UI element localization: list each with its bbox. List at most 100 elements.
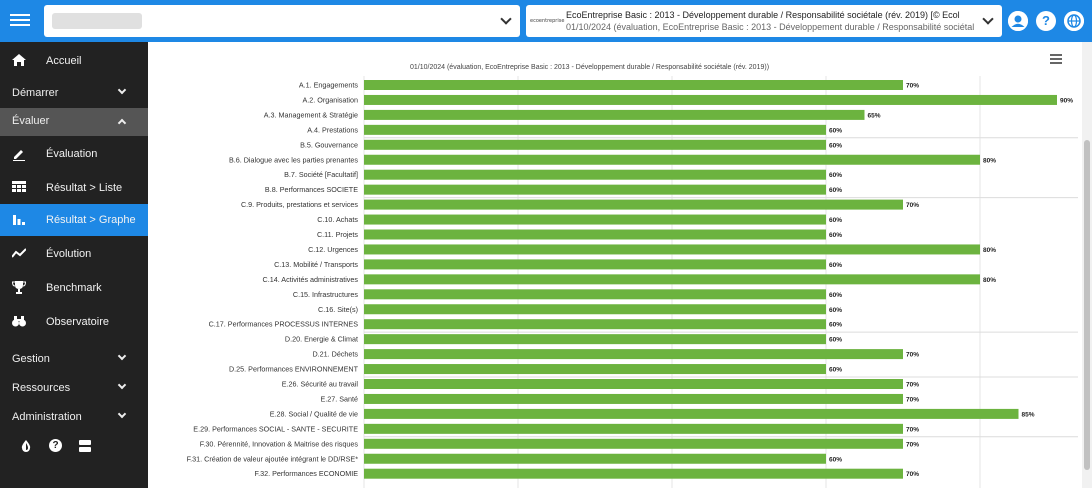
bar[interactable] [364,438,903,449]
sidebar-section-administration[interactable]: Administration [0,404,148,430]
bar[interactable] [364,379,903,389]
sidebar-item-label: Observatoire [46,316,109,328]
category-label: C.11. Projets [317,230,358,239]
evaluation-subtitle: 01/10/2024 (évaluation, EcoEntreprise Ba… [566,22,975,32]
bar[interactable] [364,393,903,404]
sidebar-item-label: Accueil [46,55,82,67]
category-label: F.32. Performances ECONOMIE [255,469,359,478]
sidebar-section-ressources[interactable]: Ressources [0,375,148,401]
bar[interactable] [364,423,903,434]
bar[interactable] [364,124,826,135]
value-label: 60% [829,307,842,314]
bar[interactable] [364,304,826,315]
category-label: B.8. Performances SOCIETE [265,185,358,194]
trophy-icon [11,281,27,295]
chevron-down-icon [117,85,127,95]
value-label: 60% [829,172,842,179]
bar[interactable] [364,364,826,375]
contrast-icon[interactable] [20,439,32,452]
bar[interactable] [364,349,903,360]
value-label: 90% [1060,97,1073,104]
bar[interactable] [364,154,980,165]
category-label: F.30. Pérennité, Innovation & Maitrise d… [200,439,359,448]
chart-menu-icon[interactable] [1050,54,1062,64]
value-label: 60% [829,232,842,239]
bar[interactable] [364,289,826,300]
bar[interactable] [364,408,1019,419]
category-label: B.6. Dialogue avec les parties prenantes [229,155,358,164]
value-label: 85% [1022,411,1035,418]
bar-chart-icon [12,213,26,227]
ecoentreprise-logo: ecoentreprise [530,18,565,24]
sidebar-item-benchmark[interactable]: Benchmark [0,272,148,304]
user-circle-icon[interactable] [1008,11,1028,31]
value-label: 60% [829,456,842,463]
value-label: 60% [829,127,842,134]
menu-icon[interactable] [10,11,30,31]
evaluation-title: EcoEntreprise Basic : 2013 - Développeme… [566,10,960,20]
sidebar-item-evolution[interactable]: Évolution [0,238,148,270]
bar[interactable] [364,319,826,330]
organization-select[interactable] [44,5,520,37]
chart-title: 01/10/2024 (évaluation, EcoEntreprise Ba… [410,64,770,71]
value-label: 70% [906,382,919,389]
sidebar-item-label: Benchmark [46,282,102,294]
chevron-down-icon[interactable] [982,13,994,25]
sidebar-section-label: Ressources [12,382,71,394]
bar[interactable] [364,109,865,120]
question-circle-icon[interactable]: ? [1036,11,1056,31]
category-label: D.25. Performances ENVIRONNEMENT [229,365,359,374]
sidebar-item-accueil[interactable]: Accueil [0,42,148,78]
sidebar-item-label: Résultat > Graphe [46,214,136,226]
value-label: 70% [906,352,919,359]
value-label: 80% [983,277,996,284]
value-label: 70% [906,202,919,209]
value-label: 80% [983,157,996,164]
value-label: 60% [829,367,842,374]
category-label: B.5. Gouvernance [300,140,358,149]
bar[interactable] [364,199,903,210]
bar[interactable] [364,139,826,150]
bar[interactable] [364,229,826,240]
chevron-down-icon [117,351,127,361]
bar[interactable] [364,468,903,479]
value-label: 80% [983,247,996,254]
category-label: D.21. Déchets [312,350,358,359]
bar[interactable] [364,274,980,285]
bar[interactable] [364,169,826,180]
sidebar-item-resultat-liste[interactable]: Résultat > Liste [0,172,148,204]
server-icon[interactable] [79,439,91,452]
scrollbar-thumb[interactable] [1084,140,1090,470]
category-label: E.26. Sécurité au travail [282,380,359,389]
category-label: C.12. Urgences [308,245,358,254]
value-label: 70% [906,83,919,90]
bar[interactable] [364,453,826,464]
sidebar-item-label: Résultat > Liste [46,182,123,194]
sidebar-section-evaluer[interactable]: Évaluer [0,108,148,136]
bar[interactable] [364,244,980,255]
sidebar-item-resultat-graphe[interactable]: Résultat > Graphe [0,204,148,236]
globe-icon[interactable] [1064,11,1084,31]
value-label: 70% [906,396,919,403]
bar[interactable] [364,94,1057,105]
sidebar-item-evaluation[interactable]: Évaluation [0,138,148,170]
help-icon[interactable]: ? [49,439,62,452]
category-label: D.20. Energie & Climat [285,335,358,344]
value-label: 60% [829,217,842,224]
chevron-down-icon[interactable] [500,13,512,25]
bar[interactable] [364,80,903,90]
bar[interactable] [364,214,826,225]
value-label: 60% [829,142,842,149]
bar[interactable] [364,184,826,195]
value-label: 70% [906,441,919,448]
sidebar-item-observatoire[interactable]: Observatoire [0,306,148,338]
sidebar-section-demarrer[interactable]: Démarrer [0,80,148,108]
bar[interactable] [364,334,826,345]
category-label: E.29. Performances SOCIAL - SANTE - SECU… [193,424,358,433]
evaluation-select[interactable]: ecoentreprise EcoEntreprise Basic : 2013… [526,5,1002,37]
sidebar-section-gestion[interactable]: Gestion [0,346,148,372]
sidebar-section-label: Administration [12,411,82,423]
bar[interactable] [364,259,826,270]
category-label: C.16. Site(s) [318,305,358,314]
category-label: C.15. Infrastructures [293,290,359,299]
